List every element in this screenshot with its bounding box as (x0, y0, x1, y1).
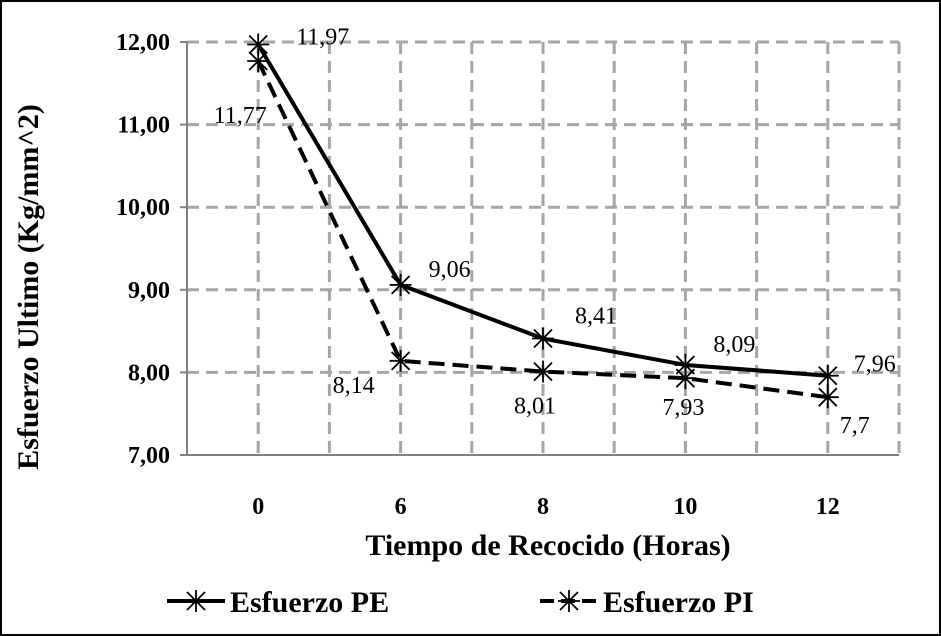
data-label: 9,06 (429, 257, 471, 283)
legend-marker-pi (558, 590, 580, 612)
data-point-marker (532, 327, 554, 350)
data-labels: 11,97 9,06 8,41 8,09 7,96 11,77 8,14 8,01 7,93 7,… (214, 24, 896, 439)
data-label: 11,77 (214, 103, 267, 129)
legend: Esfuerzo PE Esfuerzo PI (167, 586, 754, 619)
legend-asterisk (558, 590, 580, 612)
axes (186, 42, 899, 456)
data-point-marker (674, 367, 697, 390)
x-tick-label: 0 (252, 494, 264, 520)
data-point-marker (816, 364, 839, 387)
data-label: 11,97 (296, 24, 349, 50)
data-label: 8,01 (514, 394, 556, 420)
data-point-marker (389, 349, 412, 372)
x-tick-label: 8 (537, 494, 549, 520)
series-layer (247, 33, 839, 409)
data-point-marker (247, 33, 270, 56)
x-tick-label: 10 (673, 494, 697, 520)
y-axis-title: Esfuerzo Ultimo (Kg/mm^2) (12, 104, 45, 470)
y-tick-label: 7,00 (128, 443, 170, 469)
series-line-1 (256, 60, 829, 400)
y-tick-label: 9,00 (128, 278, 170, 304)
y-axis-ticks: 7,00 8,00 9,00 10,00 11,00 12,00 (116, 30, 187, 469)
data-point-marker (389, 273, 412, 296)
data-label: 7,96 (854, 352, 896, 378)
data-label: 7,93 (662, 395, 704, 421)
data-label: 8,41 (575, 304, 617, 330)
legend-item-pi: Esfuerzo PI (540, 586, 754, 619)
legend-asterisk (185, 590, 207, 612)
data-point-marker (247, 49, 270, 72)
y-tick-label: 10,00 (116, 195, 170, 221)
x-axis-ticks: 0 6 8 10 12 (252, 494, 840, 520)
legend-item-pe: Esfuerzo PE (167, 586, 389, 619)
y-tick-label: 8,00 (128, 360, 170, 386)
data-point-marker (816, 386, 839, 409)
x-axis-title: Tiempo de Recocido (Horas) (365, 529, 730, 562)
data-point-marker (532, 360, 554, 383)
x-tick-label: 6 (395, 494, 407, 520)
legend-label-pi: Esfuerzo PI (603, 586, 754, 619)
data-label: 8,14 (333, 373, 375, 399)
data-label: 8,09 (713, 332, 755, 358)
legend-label-pe: Esfuerzo PE (230, 586, 389, 619)
legend-marker-pe (185, 590, 207, 612)
y-tick-label: 11,00 (117, 113, 170, 139)
data-label: 7,7 (840, 413, 870, 439)
x-tick-label: 12 (816, 494, 840, 520)
y-tick-label: 12,00 (116, 30, 170, 56)
